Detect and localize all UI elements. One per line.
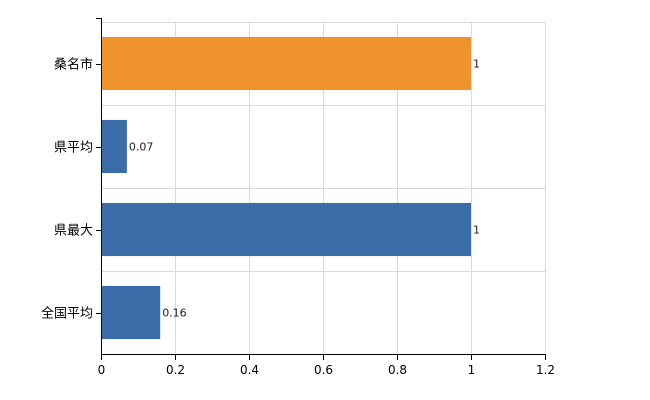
bar [101, 285, 161, 340]
bar [101, 202, 471, 257]
category-label: 県最大 [54, 224, 93, 239]
category-label: 県平均 [54, 141, 93, 156]
data-label: 0.16 [162, 307, 187, 320]
labels: 1 桑名市 0.07 県平均 1 県最大 0.16 全国平均 0 0.2 0.4 0.6 0.8 1 1.2 [41, 57, 555, 378]
x-tick-label: 0.6 [314, 363, 333, 377]
x-tick-label: 1.2 [536, 363, 555, 377]
data-label: 0.07 [129, 141, 154, 154]
data-label: 1 [473, 58, 480, 71]
x-tick-label: 0.8 [388, 363, 407, 377]
category-label: 全国平均 [41, 306, 93, 322]
data-label: 1 [473, 224, 480, 237]
x-tick-label: 1 [468, 363, 476, 377]
axes [96, 18, 546, 360]
bars [101, 36, 471, 340]
x-tick-label: 0 [98, 363, 106, 377]
bar [101, 36, 471, 91]
category-label: 桑名市 [54, 57, 93, 73]
bar [101, 119, 127, 174]
x-tick-label: 0.4 [240, 363, 259, 377]
x-tick-label: 0.2 [166, 363, 185, 377]
